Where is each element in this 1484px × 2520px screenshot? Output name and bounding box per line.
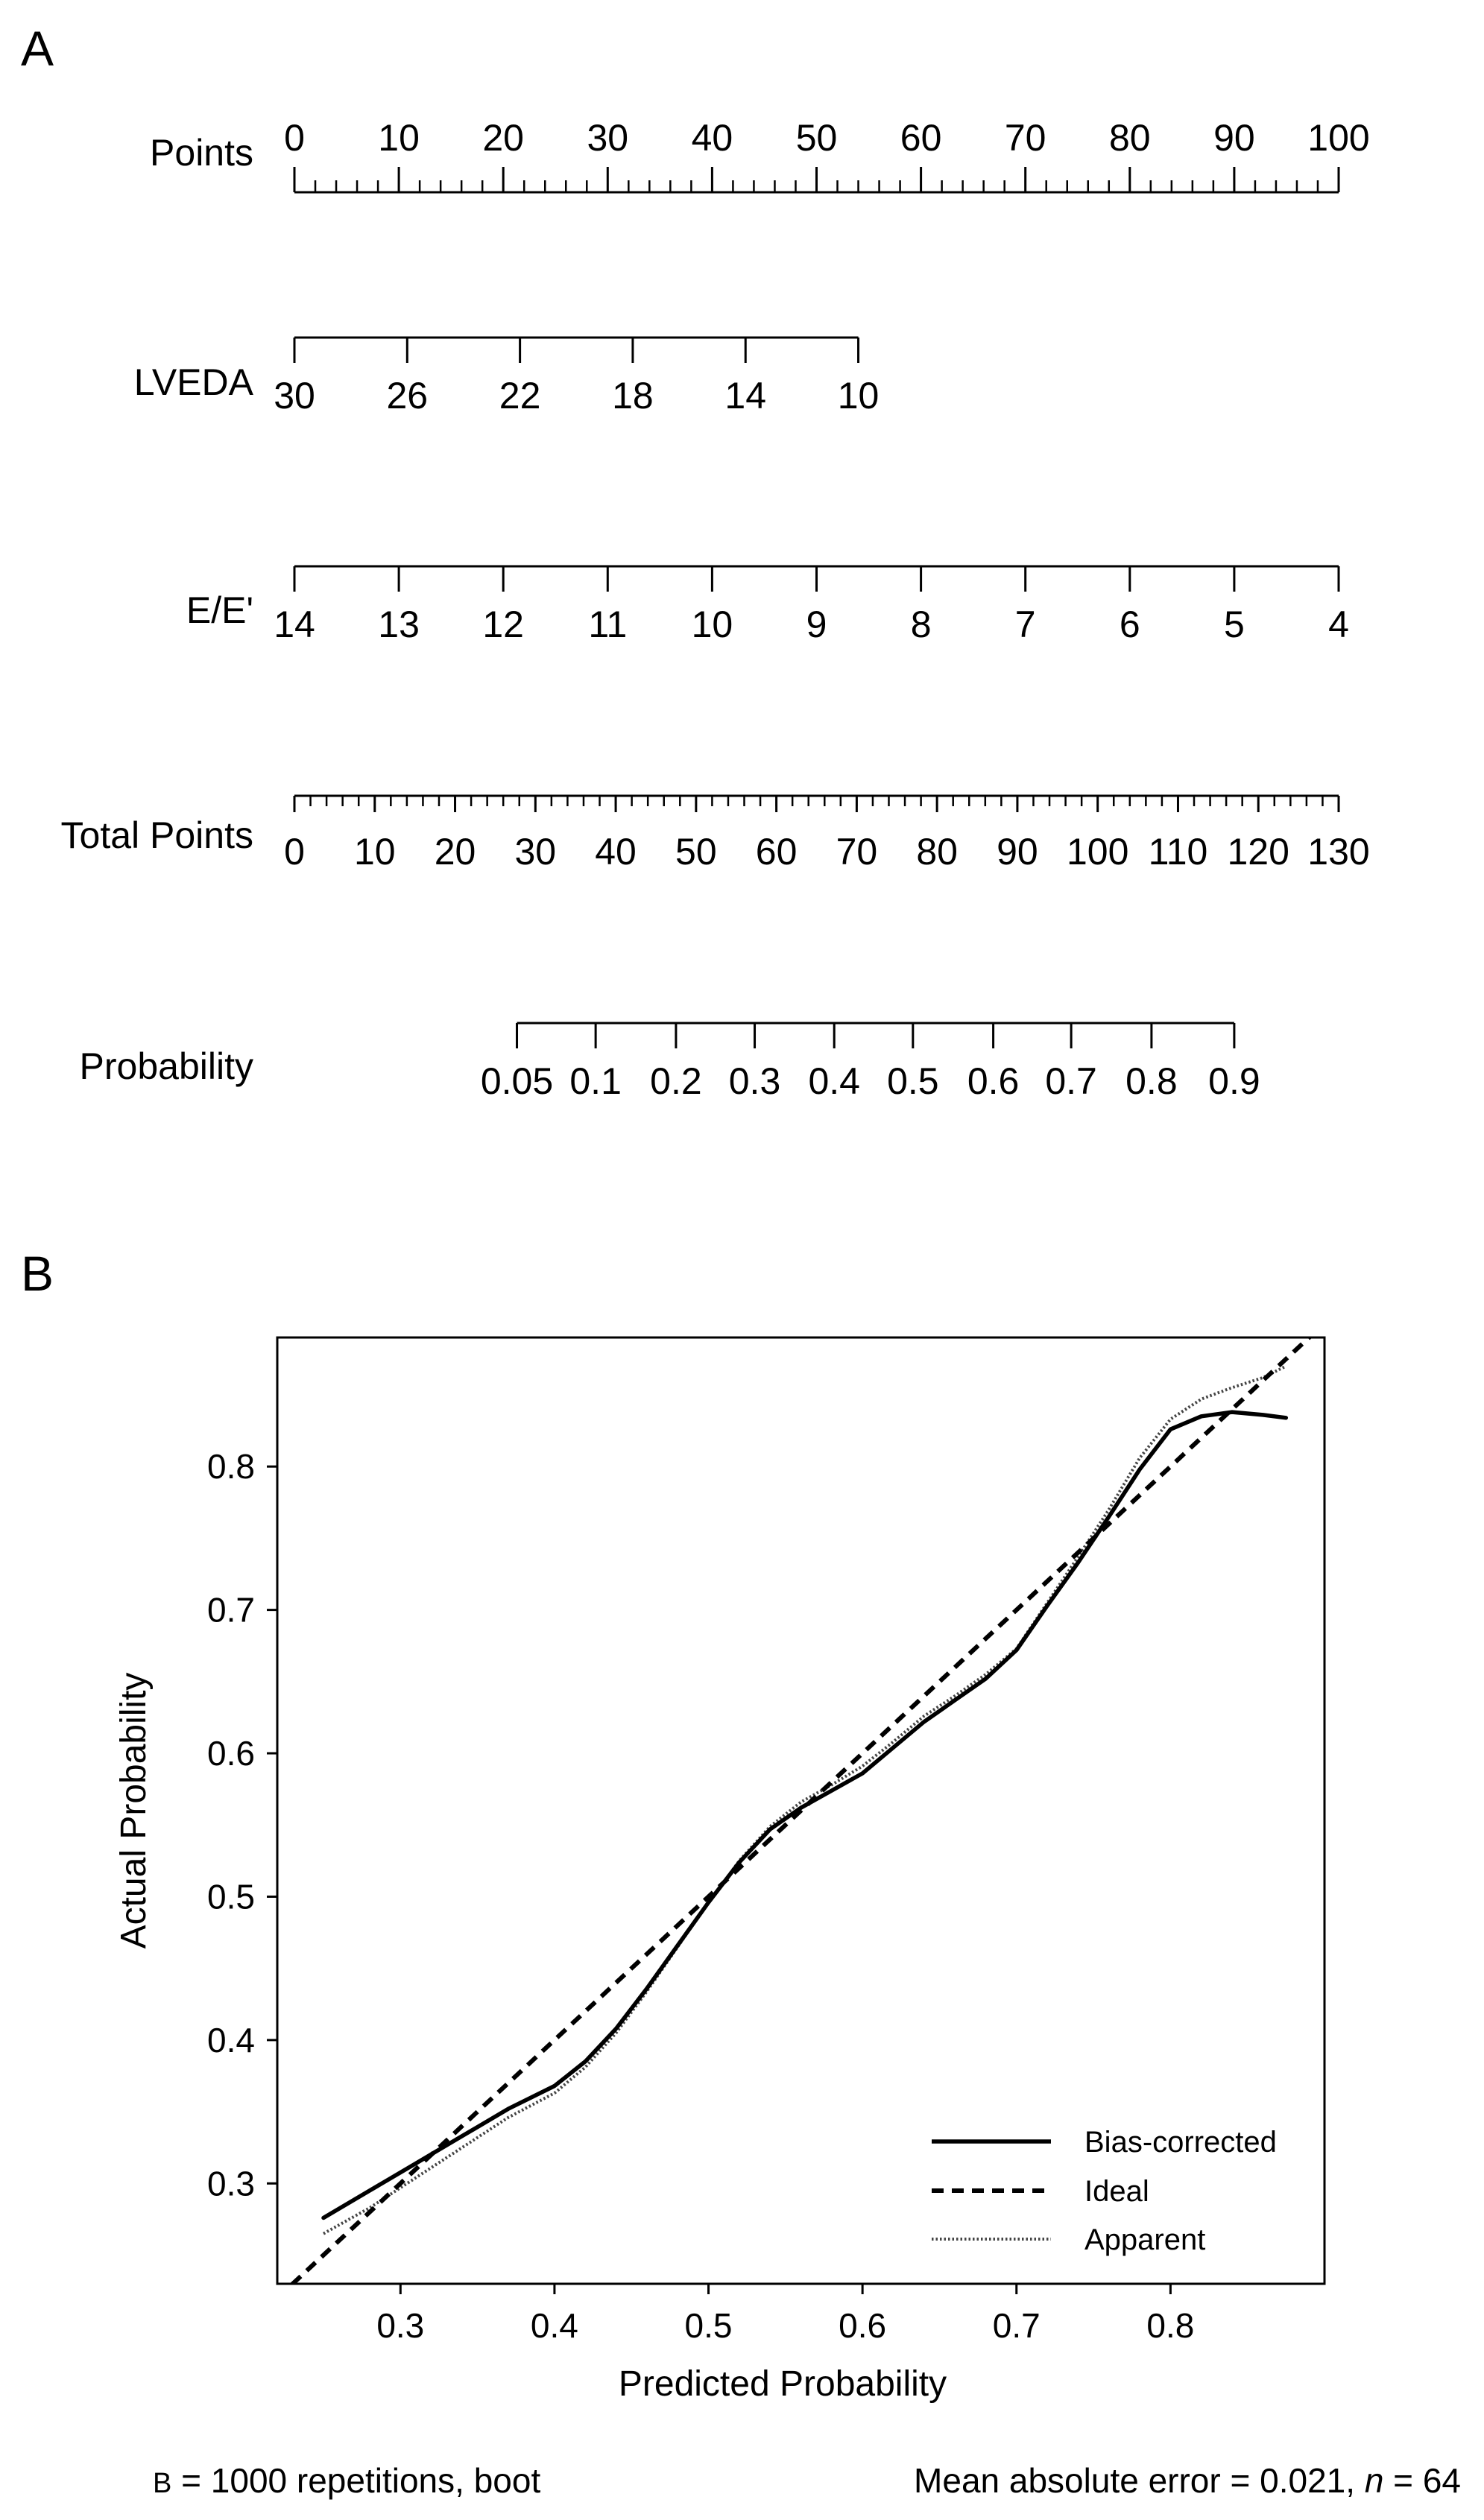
y-axis-tick-label: 0.3 bbox=[207, 2164, 255, 2203]
nomogram-tick-label: 0 bbox=[284, 117, 305, 159]
nomogram-tick-label: 7 bbox=[1015, 604, 1036, 645]
panel-b-letter: B bbox=[21, 1246, 54, 1301]
nomogram-tick-label: 14 bbox=[274, 604, 315, 645]
y-axis-tick-label: 0.8 bbox=[207, 1447, 255, 1486]
nomogram-tick-label: 70 bbox=[1005, 117, 1046, 159]
footer-n-value: = 64 bbox=[1383, 2461, 1461, 2500]
nomogram-tick-label: 10 bbox=[838, 375, 880, 417]
nomogram-tick-label: 30 bbox=[274, 375, 315, 417]
footer-bootstrap-note: B = 1000 repetitions, boot bbox=[153, 2461, 540, 2500]
nomogram-row-label: E/E' bbox=[186, 589, 253, 631]
nomogram-tick-label: 90 bbox=[1213, 117, 1255, 159]
series-ideal bbox=[289, 1337, 1313, 2284]
nomogram-row-0: Points 0 10 20 30 40 50 60 70 80 90 100 bbox=[150, 117, 1370, 194]
nomogram-tick-label: 100 bbox=[1067, 831, 1128, 873]
nomogram-tick-label: 120 bbox=[1228, 831, 1289, 873]
nomogram-tick-label: 50 bbox=[675, 831, 717, 873]
nomogram-tick-label: 60 bbox=[756, 831, 798, 873]
nomogram-tick-label: 110 bbox=[1149, 831, 1208, 873]
nomogram-tick-label: 26 bbox=[386, 375, 428, 417]
x-axis-tick-label: 0.4 bbox=[531, 2306, 578, 2345]
x-axis-tick-label: 0.5 bbox=[685, 2306, 733, 2345]
nomogram-row-3: Total Points 0 10 20 30 40 50 60 70 80 90 100 110 120… bbox=[61, 794, 1370, 873]
nomogram-tick-label: 9 bbox=[806, 604, 827, 645]
nomogram-tick-label: 0.2 bbox=[650, 1060, 702, 1102]
nomogram-tick-label: 50 bbox=[796, 117, 838, 159]
y-axis-tick-label: 0.5 bbox=[207, 1877, 255, 1916]
nomogram-tick-label: 30 bbox=[587, 117, 628, 159]
y-axis-tick-label: 0.4 bbox=[207, 2021, 255, 2060]
calibration-plot-frame bbox=[276, 1336, 1326, 2285]
nomogram-tick-label: 60 bbox=[900, 117, 942, 159]
nomogram-tick-label: 22 bbox=[499, 375, 541, 417]
legend-label: Bias-corrected bbox=[1084, 2126, 1277, 2159]
nomogram-tick-label: 20 bbox=[482, 117, 524, 159]
y-axis-title: Actual Probability bbox=[114, 1673, 154, 1949]
nomogram-tick-label: 0.5 bbox=[887, 1060, 939, 1102]
x-axis-tick-label: 0.8 bbox=[1146, 2306, 1194, 2345]
nomogram-tick-label: 13 bbox=[378, 604, 420, 645]
nomogram-row-2: E/E' 14 13 12 11 10 9 8 7 6 5 4 bbox=[186, 565, 1349, 645]
nomogram-row-label: Total Points bbox=[61, 814, 253, 856]
footer-n-symbol: n bbox=[1365, 2461, 1384, 2500]
nomogram-tick-label: 12 bbox=[482, 604, 524, 645]
nomogram-row-label: Points bbox=[150, 132, 253, 174]
nomogram-tick-label: 11 bbox=[588, 604, 627, 645]
nomogram-tick-label: 40 bbox=[595, 831, 637, 873]
nomogram-tick-label: 80 bbox=[916, 831, 958, 873]
nomogram-tick-label: 130 bbox=[1307, 831, 1369, 873]
nomogram-tick-label: 90 bbox=[997, 831, 1038, 873]
nomogram-tick-label: 5 bbox=[1224, 604, 1245, 645]
nomogram-tick-label: 70 bbox=[836, 831, 878, 873]
nomogram-row-1: LVEDA 30 26 22 18 14 10 bbox=[134, 336, 880, 417]
nomogram-tick-label: 0.3 bbox=[729, 1060, 781, 1102]
footer-mae: Mean absolute error = 0.021, bbox=[914, 2461, 1365, 2500]
panel-a-letter: A bbox=[21, 21, 54, 76]
nomogram-row-4: Probability 0.05 0.1 0.2 0.3 0.4 0.5 0.6 0.7 0.8 0… bbox=[80, 1022, 1260, 1102]
calibration-series bbox=[289, 1337, 1313, 2284]
nomogram-tick-label: 4 bbox=[1328, 604, 1349, 645]
calibration-axes: 0.3 0.4 0.5 0.6 0.7 0.8 0.3 0.4 0.5 0.6 0.7 0.8 bbox=[207, 1447, 1194, 2345]
nomogram-tick-label: 0.6 bbox=[967, 1060, 1020, 1102]
nomogram-row-label: Probability bbox=[80, 1045, 253, 1087]
series-bias-corrected bbox=[321, 1410, 1289, 2220]
nomogram-tick-label: 100 bbox=[1307, 117, 1369, 159]
x-axis-tick-label: 0.7 bbox=[993, 2306, 1041, 2345]
nomogram-tick-label: 6 bbox=[1120, 604, 1140, 645]
nomogram-tick-label: 0.1 bbox=[569, 1060, 622, 1102]
nomogram-tick-label: 0.9 bbox=[1208, 1060, 1260, 1102]
legend-label: Ideal bbox=[1084, 2175, 1149, 2208]
nomogram-tick-label: 30 bbox=[514, 831, 556, 873]
x-axis-title: Predicted Probability bbox=[619, 2364, 947, 2404]
footer-repetitions: = 1000 repetitions, boot bbox=[171, 2461, 540, 2500]
calibration-legend: Bias-corrected Ideal Apparent bbox=[932, 2126, 1277, 2256]
nomogram-tick-label: 0.4 bbox=[808, 1060, 860, 1102]
x-axis-tick-label: 0.3 bbox=[376, 2306, 424, 2345]
nomogram-tick-label: 8 bbox=[911, 604, 932, 645]
nomogram-tick-label: 0.7 bbox=[1045, 1060, 1097, 1102]
nomogram-tick-label: 0 bbox=[284, 831, 305, 873]
nomogram-tick-label: 0.8 bbox=[1125, 1060, 1178, 1102]
footer-error-note: Mean absolute error = 0.021, n = 64 bbox=[914, 2461, 1461, 2500]
nomogram-tick-label: 10 bbox=[354, 831, 396, 873]
nomogram-tick-label: 10 bbox=[692, 604, 733, 645]
legend-label: Apparent bbox=[1084, 2223, 1205, 2256]
x-axis-tick-label: 0.6 bbox=[839, 2306, 886, 2345]
nomogram-tick-label: 20 bbox=[435, 831, 476, 873]
nomogram-tick-label: 10 bbox=[378, 117, 420, 159]
nomogram-tick-label: 18 bbox=[612, 375, 654, 417]
nomogram-tick-label: 40 bbox=[692, 117, 733, 159]
nomogram-tick-label: 14 bbox=[724, 375, 766, 417]
footer-b-symbol: B bbox=[153, 2468, 171, 2499]
y-axis-tick-label: 0.6 bbox=[207, 1734, 255, 1773]
nomogram-row-label: LVEDA bbox=[134, 361, 254, 403]
y-axis-tick-label: 0.7 bbox=[207, 1591, 255, 1630]
nomogram-tick-label: 0.05 bbox=[481, 1060, 553, 1102]
nomogram-tick-label: 80 bbox=[1109, 117, 1151, 159]
